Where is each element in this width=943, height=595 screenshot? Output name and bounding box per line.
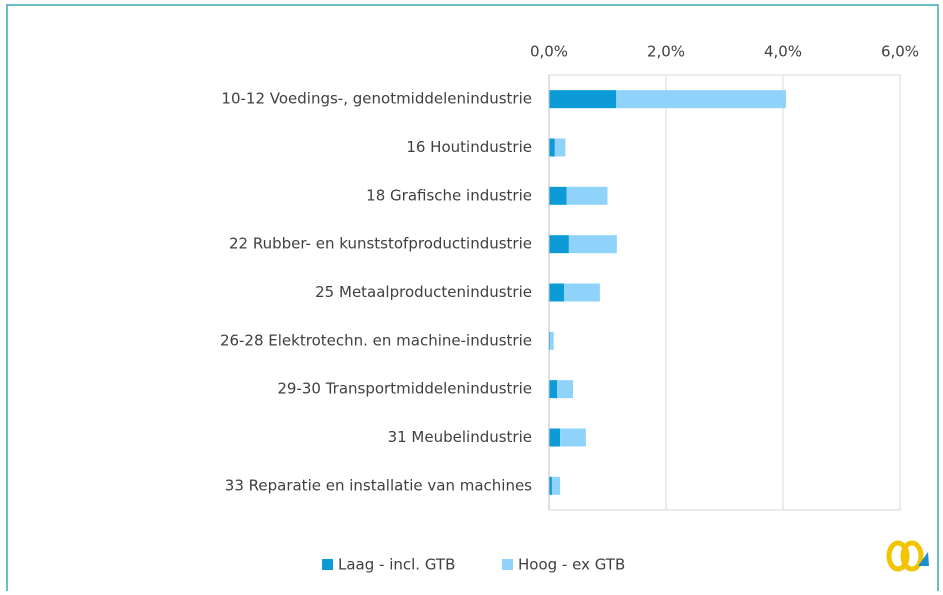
bar	[549, 90, 617, 109]
logo	[886, 540, 929, 572]
bar	[566, 186, 608, 205]
bar	[551, 476, 561, 495]
y-tick-label: 26-28 Elektrotechn. en machine-industrie	[220, 331, 532, 349]
bar	[568, 235, 617, 254]
bar	[549, 138, 555, 157]
bar	[549, 428, 561, 447]
legend-swatch	[502, 559, 513, 570]
bar	[549, 331, 551, 350]
bar	[549, 283, 565, 302]
bar	[560, 428, 586, 447]
y-tick-label: 16 Houtindustrie	[406, 138, 532, 156]
frame	[6, 4, 939, 591]
legend-label: Laag - incl. GTB	[338, 556, 455, 574]
bar	[557, 380, 573, 399]
legend-swatch	[322, 559, 333, 570]
x-tick-label: 2,0%	[647, 43, 685, 61]
y-tick-label: 18 Grafische industrie	[366, 186, 532, 204]
y-tick-label: 10-12 Voedings-, genotmiddelenindustrie	[221, 90, 532, 108]
bar	[564, 283, 600, 302]
bar	[550, 331, 554, 350]
bar	[549, 186, 567, 205]
x-tick-label: 4,0%	[764, 43, 802, 61]
legend-label: Hoog - ex GTB	[518, 556, 625, 574]
bar	[554, 138, 566, 157]
y-tick-label: 29-30 Transportmiddelenindustrie	[277, 380, 532, 398]
y-tick-label: 22 Rubber- en kunststofproductindustrie	[229, 235, 532, 253]
bar	[616, 90, 786, 109]
x-tick-label: 0,0%	[530, 43, 568, 61]
y-tick-label: 31 Meubelindustrie	[388, 428, 532, 446]
y-tick-label: 25 Metaalproductenindustrie	[315, 283, 532, 301]
plot-border	[548, 74, 901, 511]
bar	[549, 235, 569, 254]
bar	[549, 476, 552, 495]
x-tick-label: 6,0%	[881, 43, 919, 61]
y-tick-label: 33 Reparatie en installatie van machines	[225, 476, 532, 494]
bar	[549, 380, 558, 399]
